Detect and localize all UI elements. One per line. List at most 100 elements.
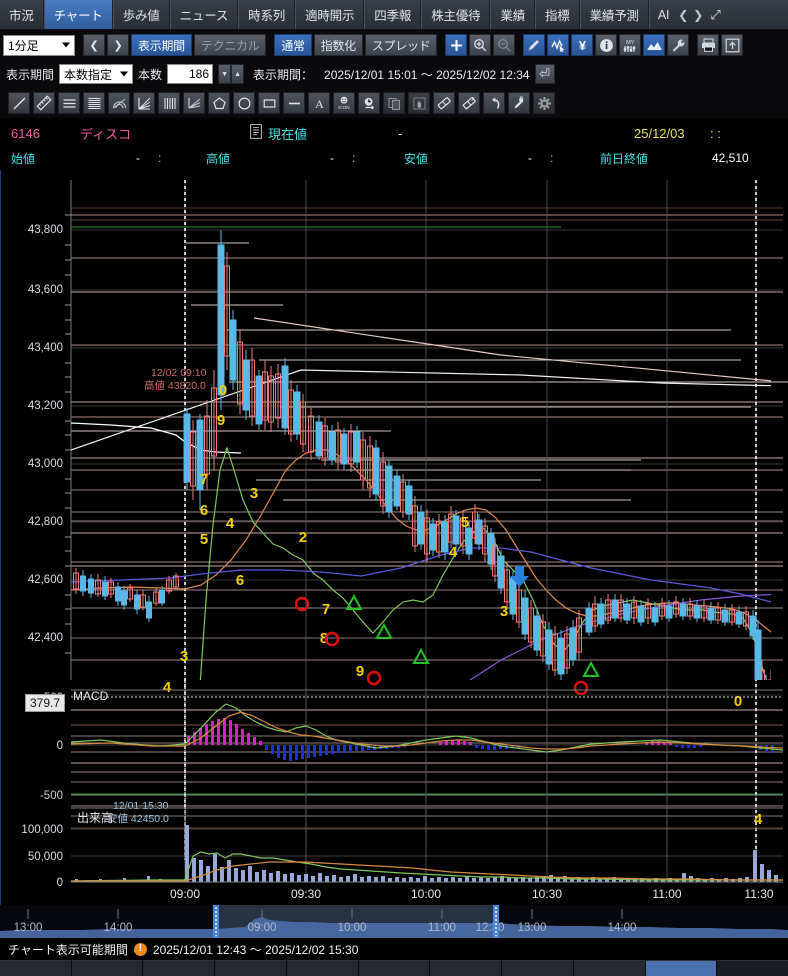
- mountain-icon[interactable]: [643, 34, 666, 56]
- tab-shikyo[interactable]: 市況: [0, 0, 44, 29]
- tab-shikiho[interactable]: 四季報: [364, 0, 422, 29]
- prev-close-value: 42,510: [712, 151, 749, 165]
- taskbar-item[interactable]: [430, 960, 503, 976]
- chevron-down-icon: [62, 42, 70, 48]
- bar-count-down[interactable]: ▼: [218, 64, 232, 84]
- tab-label: チャート: [53, 9, 103, 23]
- settings-gear-icon[interactable]: [533, 92, 555, 114]
- yen-glyph: ¥: [578, 37, 586, 53]
- svg-text:6: 6: [236, 572, 244, 589]
- volume-label: 出来高: [77, 810, 113, 825]
- ruler-icon[interactable]: [33, 92, 55, 114]
- ellipse-icon[interactable]: [233, 92, 255, 114]
- hand-icon[interactable]: [408, 92, 430, 114]
- export-icon[interactable]: [721, 34, 744, 56]
- refresh-icon[interactable]: ⏎: [534, 64, 555, 84]
- low-sep: :: [550, 151, 554, 165]
- technical-button[interactable]: テクニカル: [193, 34, 267, 56]
- vertical-lines-icon[interactable]: [158, 92, 180, 114]
- chart-toolbar-period: 表示期間 本数指定 本数 186 ▼ ▲ 表示期間： 2025/12/01 15…: [0, 60, 788, 88]
- plus-icon[interactable]: [445, 34, 468, 56]
- lock-pencil-icon[interactable]: [508, 92, 530, 114]
- horizontal-lines-icon[interactable]: [58, 92, 80, 114]
- tab-jikeiretsu[interactable]: 時系列: [238, 0, 296, 29]
- index-mode-button[interactable]: 指数化: [313, 34, 363, 56]
- navigator-tick-label: 13:00: [518, 922, 547, 934]
- rectangle-icon[interactable]: [258, 92, 280, 114]
- chart-canvas[interactable]: 43,800 43,600 43,400 43,200 43,000 42,80…: [0, 170, 788, 905]
- bar-count-up[interactable]: ▲: [231, 64, 245, 84]
- tab-ai[interactable]: AI: [648, 0, 673, 29]
- tab-shihyo[interactable]: 指標: [535, 0, 580, 29]
- tab-ayumine[interactable]: 歩み値: [112, 0, 170, 29]
- zoom-out-icon[interactable]: [493, 34, 516, 56]
- period-mode-select[interactable]: 本数指定: [59, 64, 134, 84]
- taskbar-item[interactable]: [143, 960, 216, 976]
- zoom-in-icon[interactable]: [469, 34, 492, 56]
- text-icon[interactable]: A: [308, 92, 330, 114]
- tab-gyoseki-yosoku[interactable]: 業績予測: [579, 0, 649, 29]
- tab-prev-arrow[interactable]: ❮: [678, 7, 689, 22]
- chart-navigator[interactable]: 13:00 14:00 09:00 10:00 11:00 12:30 13:0…: [0, 905, 788, 938]
- gann-fan-icon[interactable]: [183, 92, 205, 114]
- y-tick-label: 42,400: [28, 632, 63, 644]
- pentagon-icon[interactable]: [208, 92, 230, 114]
- interval-select[interactable]: 1分足: [3, 34, 75, 56]
- horizontal-line-icon[interactable]: [283, 92, 305, 114]
- pattern-markers-yellow: 4 3 0 9 7 6 5 4 3 6 2 7 8 9 5 4 3 0 4: [163, 382, 763, 828]
- current-price-label: 現在値: [268, 126, 308, 142]
- open-sep: :: [158, 151, 162, 165]
- my-indicator-icon[interactable]: MY: [619, 34, 642, 56]
- yen-icon[interactable]: ¥: [571, 34, 594, 56]
- volume-ytick-100k: 100,000: [21, 824, 63, 836]
- fan-icon[interactable]: [133, 92, 155, 114]
- bar-count-stepper: ▼ ▲: [218, 64, 245, 84]
- stamp-icon[interactable]: ICON: [333, 92, 355, 114]
- taskbar-item[interactable]: [71, 960, 144, 976]
- svg-text:2: 2: [299, 529, 307, 546]
- clock-icon[interactable]: [358, 92, 380, 114]
- tab-label: AI: [657, 7, 670, 22]
- taskbar-item[interactable]: [0, 960, 72, 976]
- tab-news[interactable]: ニュース: [169, 0, 239, 29]
- taskbar-item[interactable]: [215, 960, 287, 976]
- spread-mode-button[interactable]: スプレッド: [364, 34, 438, 56]
- wrench-icon[interactable]: [667, 34, 690, 56]
- eraser-all-icon[interactable]: A: [458, 92, 480, 114]
- expand-icon[interactable]: ⤢: [710, 6, 721, 22]
- tab-gyoseki[interactable]: 業績: [490, 0, 535, 29]
- status-range: 2025/12/01 12:43 ～ 2025/12/02 15:30: [152, 942, 359, 957]
- normal-mode-button[interactable]: 通常: [274, 34, 312, 56]
- quote-header-row1: 6146 ディスコ 現在値 - 25/12/03 : :: [0, 120, 788, 146]
- tab-label: ニュース: [179, 9, 229, 23]
- taskbar-item[interactable]: [502, 960, 574, 976]
- info-icon[interactable]: [595, 34, 618, 56]
- taskbar-item[interactable]: [286, 960, 359, 976]
- period-next-button[interactable]: ❯: [107, 34, 129, 56]
- tab-kabunushi-yutai[interactable]: 株主優待: [421, 0, 491, 29]
- pencil-icon[interactable]: [523, 34, 546, 56]
- period-prev-button[interactable]: ❮: [83, 34, 105, 56]
- svg-text:MY: MY: [627, 40, 635, 46]
- range-label: 表示期間：: [253, 67, 314, 82]
- stock-code: 6146: [11, 125, 40, 141]
- copy-icon[interactable]: [383, 92, 405, 114]
- zigzag-cursor-icon[interactable]: [547, 34, 570, 56]
- eraser-icon[interactable]: [433, 92, 455, 114]
- arc-icon[interactable]: [108, 92, 130, 114]
- display-period-button[interactable]: 表示期間: [131, 34, 192, 56]
- tab-tekiji-kaiji[interactable]: 適時開示: [295, 0, 365, 29]
- tab-next-arrow[interactable]: ❯: [693, 7, 704, 22]
- bar-count-input[interactable]: 186: [167, 64, 214, 84]
- taskbar-item[interactable]: [573, 960, 646, 976]
- tab-label: 適時開示: [305, 9, 355, 23]
- horizontal-stack-icon[interactable]: [83, 92, 105, 114]
- tab-chart[interactable]: チャート: [43, 0, 113, 29]
- trend-line-icon[interactable]: [8, 92, 30, 114]
- y-tick-label: 43,800: [28, 224, 63, 236]
- undo-icon[interactable]: [483, 92, 505, 114]
- print-icon[interactable]: [697, 34, 720, 56]
- navigator-handle-right: [493, 905, 499, 938]
- taskbar-item[interactable]: [358, 960, 431, 976]
- taskbar-item-active[interactable]: [645, 960, 718, 976]
